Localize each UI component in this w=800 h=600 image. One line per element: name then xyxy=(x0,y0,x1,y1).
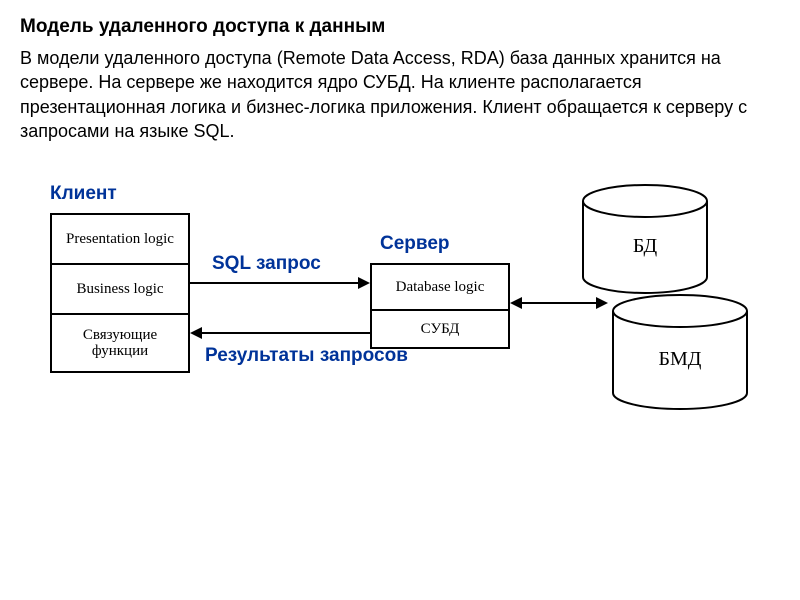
page-title: Модель удаленного доступа к данным xyxy=(20,16,780,38)
arrow-sql-request xyxy=(190,277,370,289)
arrows-layer xyxy=(20,173,760,503)
rda-diagram: Клиент SQL запрос Сервер Результаты запр… xyxy=(20,173,760,503)
arrow-server-db xyxy=(510,297,608,309)
arrow-results xyxy=(190,327,370,339)
intro-paragraph: В модели удаленного доступа (Remote Data… xyxy=(20,46,780,143)
